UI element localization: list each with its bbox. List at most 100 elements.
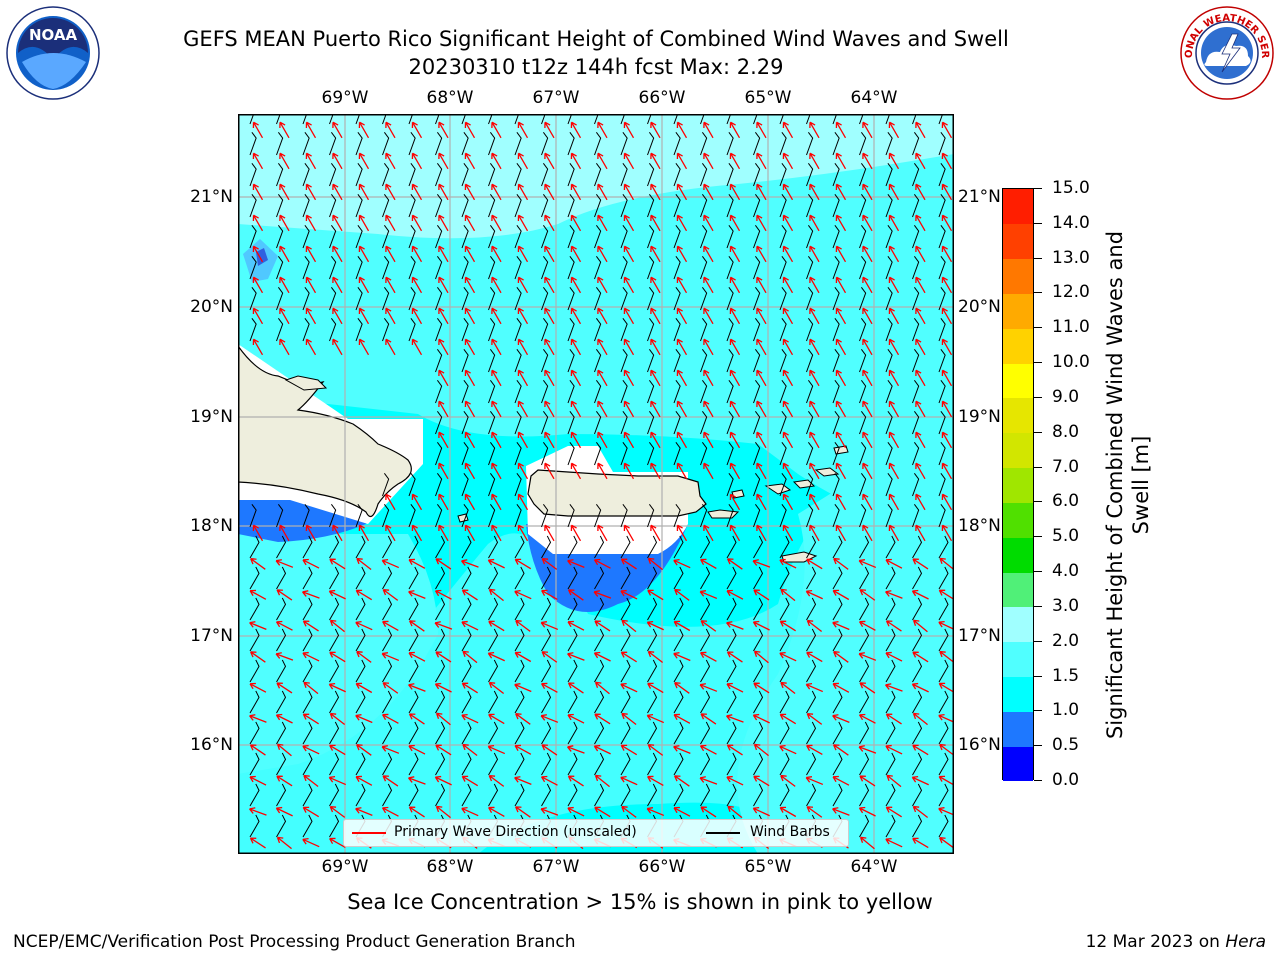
wind-barb <box>594 566 605 590</box>
wave-arrow <box>885 558 903 569</box>
wave-arrow <box>408 713 425 725</box>
wave-arrow <box>729 462 741 480</box>
wave-arrow <box>885 744 903 755</box>
wind-barb <box>753 255 761 280</box>
wind-barb <box>832 472 840 497</box>
wave-arrow <box>835 276 847 294</box>
wave-arrow <box>620 651 637 663</box>
wave-arrow <box>782 183 794 201</box>
wave-arrow <box>623 400 635 418</box>
wave-arrow <box>302 620 319 632</box>
wave-arrow <box>435 651 452 663</box>
legend-label-wind-barbs: Wind Barbs <box>750 824 830 840</box>
wind-barb <box>408 255 416 280</box>
wave-arrow <box>382 620 399 631</box>
wind-barb <box>435 690 446 714</box>
wave-arrow <box>438 493 449 511</box>
wind-barb <box>726 597 737 621</box>
wave-arrow <box>491 183 502 201</box>
wind-barb <box>302 162 310 187</box>
wave-arrow <box>356 650 372 663</box>
wind-barb <box>859 597 870 621</box>
colorbar-tick-label: 9.0 <box>1052 386 1080 407</box>
wind-barb <box>647 566 658 590</box>
wind-barb <box>832 348 840 373</box>
wave-arrow <box>753 650 769 664</box>
wind-barb <box>435 286 443 311</box>
wind-barb <box>329 659 340 683</box>
wind-barb <box>514 224 522 249</box>
wind-barb <box>700 379 708 404</box>
wind-barb <box>461 721 472 745</box>
wind-barb <box>355 224 363 249</box>
wind-barb <box>276 503 284 528</box>
wind-barb <box>276 317 284 342</box>
lat-label-right-21n: 21°N <box>958 187 1001 207</box>
wind-barb <box>249 690 260 714</box>
wave-arrow <box>302 744 320 755</box>
colorbar-segment <box>1003 189 1033 225</box>
wind-barb <box>859 317 867 342</box>
wave-arrow <box>832 621 850 631</box>
wave-arrow <box>676 276 688 294</box>
wind-barb <box>488 255 496 280</box>
wind-barb <box>382 597 393 621</box>
wave-arrow <box>409 620 425 632</box>
wave-arrow <box>756 400 767 418</box>
wave-arrow <box>646 714 665 724</box>
wave-arrow <box>408 776 426 785</box>
wave-arrow <box>938 589 954 601</box>
wind-barb <box>938 814 949 838</box>
wave-arrow <box>411 493 423 511</box>
wind-barb <box>832 255 840 280</box>
wave-arrow <box>514 683 532 693</box>
wind-barb <box>938 721 949 745</box>
wave-arrow <box>250 558 266 570</box>
wind-barb <box>408 659 419 683</box>
wave-arrow <box>756 369 767 387</box>
wind-barb <box>541 193 549 218</box>
wave-arrow <box>252 183 264 201</box>
wind-barb <box>408 472 416 497</box>
wave-arrow <box>647 650 664 663</box>
wind-barb <box>673 131 681 156</box>
wave-arrow <box>915 524 926 542</box>
wave-arrow <box>673 652 691 662</box>
wind-barb <box>408 752 419 776</box>
wind-barb <box>885 752 896 776</box>
wave-arrow <box>888 214 900 232</box>
wind-barb <box>673 535 684 559</box>
wind-barb <box>488 783 499 807</box>
wave-arrow <box>488 620 505 632</box>
wave-arrow <box>809 214 820 232</box>
wind-barb <box>329 503 337 528</box>
wind-barb <box>276 814 287 838</box>
wind-barb <box>329 690 340 714</box>
wind-barb <box>355 193 363 218</box>
wave-arrow <box>597 183 608 201</box>
wave-arrow <box>488 588 504 602</box>
wave-arrow <box>885 713 902 725</box>
wave-arrow <box>756 121 767 139</box>
wind-barb <box>276 628 287 652</box>
wave-arrow <box>780 588 796 602</box>
wind-barb <box>461 162 469 187</box>
wind-barb <box>567 503 575 528</box>
wave-arrow <box>491 276 502 294</box>
wind-barb <box>859 721 870 745</box>
wave-arrow <box>488 774 505 787</box>
colorbar-tick-label: 6.0 <box>1052 491 1080 512</box>
wind-barb <box>673 286 681 311</box>
wave-arrow <box>782 152 794 170</box>
wind-barb <box>408 690 419 714</box>
wave-arrow <box>408 683 426 692</box>
wave-arrow <box>276 836 292 850</box>
wind-barb <box>541 224 549 249</box>
wind-barb <box>726 410 734 435</box>
noaa-logo: NOAA <box>6 6 100 100</box>
wave-arrow <box>435 805 451 819</box>
wave-arrow <box>435 558 452 570</box>
wind-barb <box>912 224 920 249</box>
map-legend: Primary Wave Direction (unscaled) Wind B… <box>343 819 849 847</box>
wave-arrow <box>464 307 476 325</box>
